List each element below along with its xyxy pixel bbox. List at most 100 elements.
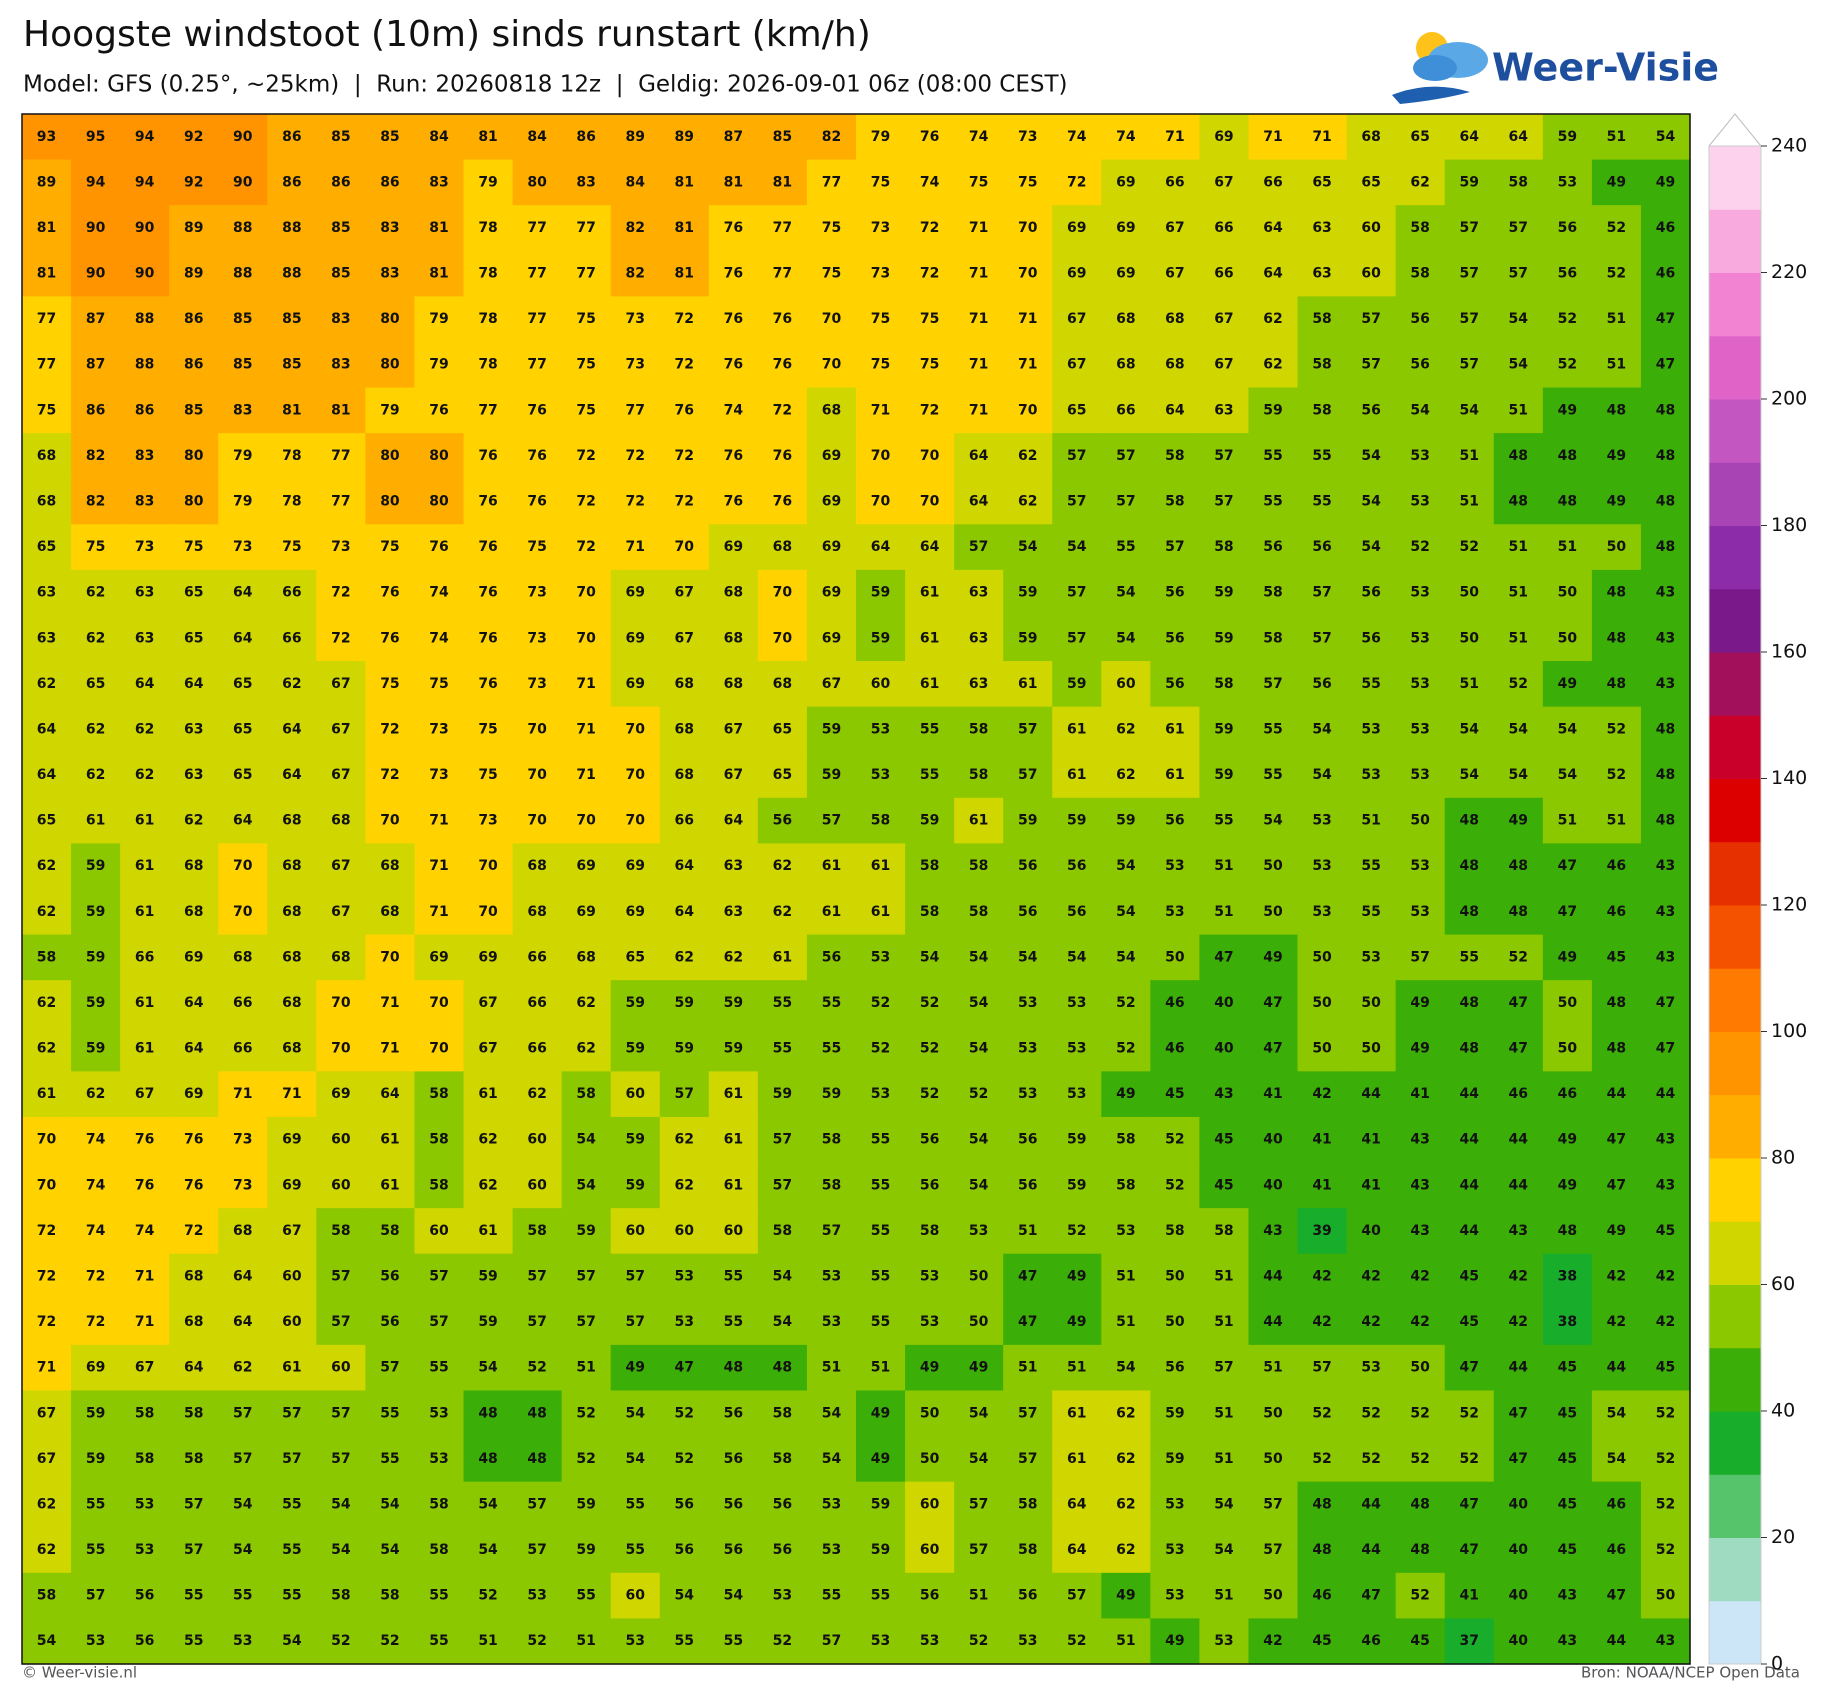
cell-label: 56 <box>724 1405 743 1421</box>
cell-label: 48 <box>1607 585 1626 601</box>
grid-cell <box>1542 1025 1593 1072</box>
cell-label: 54 <box>675 1588 695 1604</box>
cell-label: 49 <box>1607 494 1626 510</box>
grid-cell <box>806 205 857 252</box>
cell-label: 55 <box>1214 813 1233 829</box>
grid-cell <box>512 934 563 981</box>
cell-label: 66 <box>282 585 301 601</box>
grid-cell <box>1199 934 1250 981</box>
grid-cell <box>1542 387 1593 434</box>
cell-label: 61 <box>724 1086 743 1102</box>
cell-label: 50 <box>1410 1360 1430 1376</box>
grid-cell <box>218 1299 268 1346</box>
grid-cell <box>856 433 906 480</box>
cell-label: 81 <box>282 402 301 418</box>
grid-cell <box>218 387 268 434</box>
colorbar-tick-label: 60 <box>1771 1273 1795 1295</box>
grid-cell <box>856 843 906 890</box>
grid-cell <box>22 1208 72 1255</box>
grid-cell <box>1003 250 1053 297</box>
cell-label: 67 <box>135 1360 154 1376</box>
cell-label: 42 <box>1410 1269 1429 1285</box>
cell-label: 53 <box>1018 1086 1037 1102</box>
grid-cell <box>1297 1116 1348 1164</box>
cell-label: 68 <box>576 949 595 965</box>
cell-label: 51 <box>1116 1314 1135 1330</box>
grid-cell <box>365 615 416 662</box>
grid-cell <box>1444 1344 1495 1392</box>
cell-label: 59 <box>1018 585 1037 601</box>
grid-cell <box>267 433 317 480</box>
cell-label: 77 <box>478 402 497 418</box>
cell-label: 61 <box>1067 1405 1086 1421</box>
grid-cell <box>1101 934 1151 981</box>
cell-label: 52 <box>1410 539 1429 555</box>
grid-cell <box>806 843 857 890</box>
cell-label: 55 <box>429 1588 448 1604</box>
grid-cell <box>267 1299 317 1346</box>
grid-cell <box>120 1344 170 1392</box>
cell-label: 72 <box>675 357 694 373</box>
cell-label: 67 <box>331 767 350 783</box>
cell-label: 70 <box>871 448 891 464</box>
grid-cell <box>1248 615 1299 662</box>
grid-cell <box>708 1344 759 1392</box>
cell-label: 57 <box>1263 676 1282 692</box>
grid-cell <box>610 889 661 936</box>
cell-label: 55 <box>773 1041 792 1057</box>
grid-cell <box>169 615 219 662</box>
cell-label: 55 <box>282 1496 301 1512</box>
cell-label: 40 <box>1509 1496 1529 1512</box>
grid-cell <box>1052 843 1102 890</box>
grid-cell <box>610 661 661 708</box>
cell-label: 49 <box>1558 949 1577 965</box>
cell-label: 65 <box>773 767 792 783</box>
cell-label: 64 <box>282 721 302 737</box>
colorbar-tick-label: 140 <box>1771 767 1807 789</box>
cell-label: 57 <box>233 1405 252 1421</box>
grid-cell <box>365 1344 416 1392</box>
cell-label: 55 <box>871 1588 890 1604</box>
cell-label: 51 <box>822 1360 841 1376</box>
grid-cell <box>1346 1025 1397 1072</box>
grid-cell <box>561 797 612 845</box>
grid-cell <box>1150 114 1201 161</box>
cell-label: 71 <box>969 402 988 418</box>
cell-label: 62 <box>86 630 105 646</box>
cell-label: 57 <box>1214 448 1233 464</box>
grid-cell <box>71 1299 121 1346</box>
cell-label: 43 <box>1509 1223 1528 1239</box>
cell-label: 66 <box>282 630 301 646</box>
colorbar-tick-label: 20 <box>1771 1526 1795 1548</box>
grid-cell <box>218 706 268 753</box>
cell-label: 79 <box>871 129 890 145</box>
cell-label: 55 <box>1263 448 1282 464</box>
cell-label: 68 <box>233 1223 252 1239</box>
grid-cell <box>659 296 710 343</box>
cell-label: 51 <box>1558 539 1577 555</box>
cell-label: 65 <box>625 949 644 965</box>
grid-cell <box>267 1071 317 1118</box>
grid-cell <box>1346 569 1397 617</box>
cell-label: 65 <box>37 813 56 829</box>
cell-label: 70 <box>920 494 940 510</box>
cell-label: 70 <box>625 767 645 783</box>
grid-cell <box>1003 661 1053 708</box>
cell-label: 76 <box>478 630 497 646</box>
cell-label: 43 <box>1656 676 1675 692</box>
grid-cell <box>856 706 906 753</box>
grid-cell <box>561 1299 612 1346</box>
cell-label: 68 <box>380 904 399 920</box>
cell-label: 57 <box>625 1269 644 1285</box>
cell-label: 53 <box>871 1633 890 1649</box>
grid-cell <box>1591 1253 1642 1300</box>
grid-cell <box>1346 934 1397 981</box>
grid-cell <box>120 1071 170 1118</box>
grid-cell <box>856 889 906 936</box>
grid-cell <box>71 569 121 617</box>
cell-label: 76 <box>773 357 792 373</box>
cell-label: 45 <box>1558 1542 1577 1558</box>
grid-cell <box>463 114 514 161</box>
grid-cell <box>71 752 121 799</box>
cell-label: 70 <box>380 813 400 829</box>
